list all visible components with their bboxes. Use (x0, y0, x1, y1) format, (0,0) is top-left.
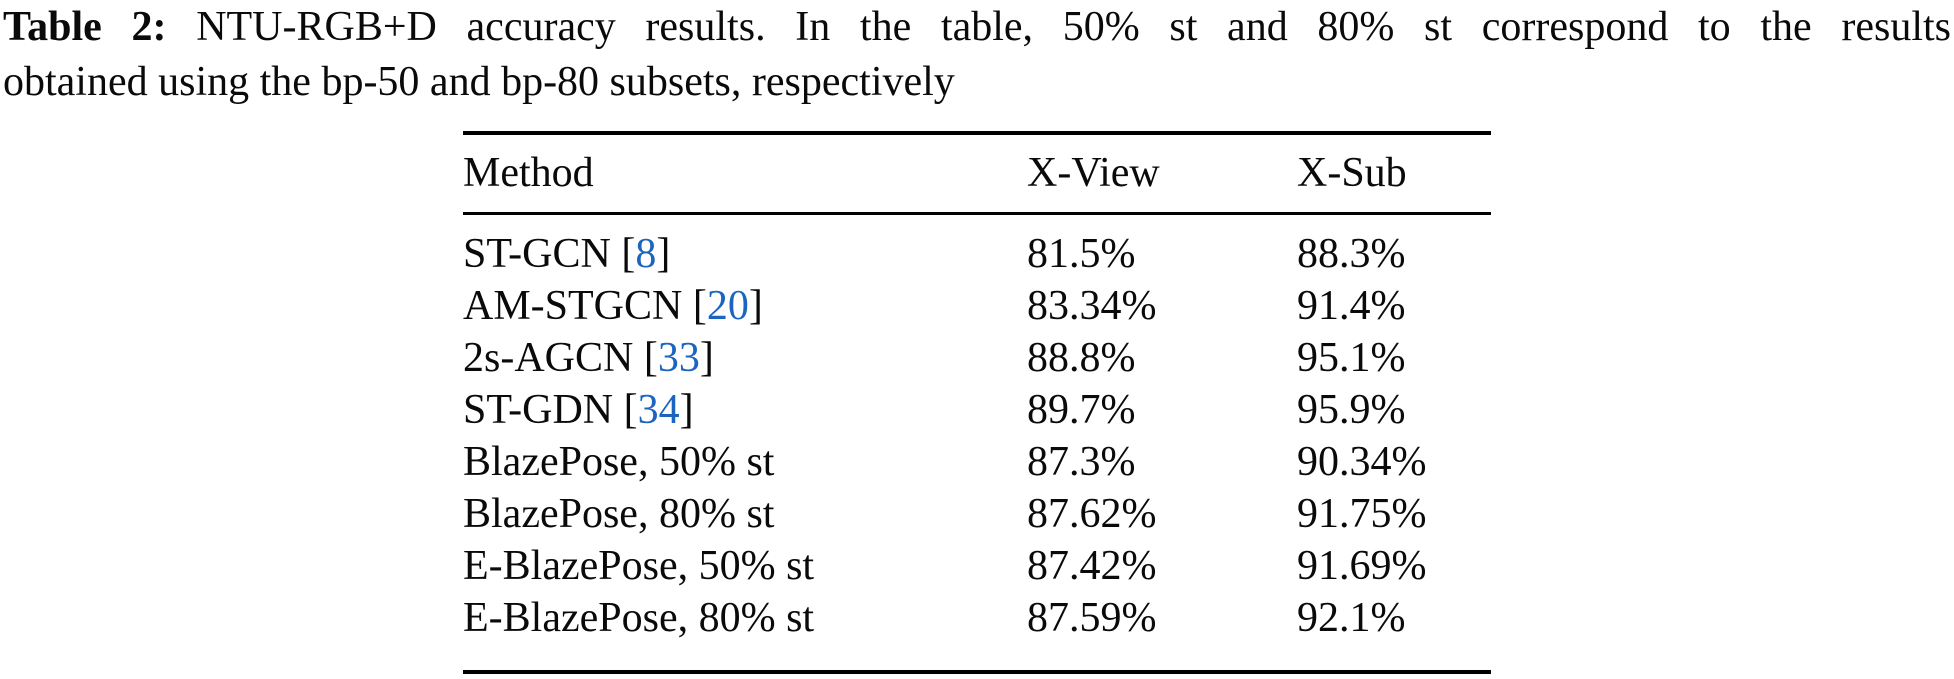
column-header-xsub: X-Sub (1297, 150, 1407, 196)
cell-xview: 88.8% (1027, 335, 1136, 381)
table-row: BlazePose, 80% st 87.62% 91.75% (463, 488, 1491, 540)
table-row: AM-STGCN [20] 83.34% 91.4% (463, 280, 1491, 332)
method-name: AM-STGCN (463, 283, 683, 329)
method-name: ST-GCN (463, 231, 611, 277)
cell-xsub: 95.9% (1297, 387, 1406, 433)
table-row: BlazePose, 50% st 87.3% 90.34% (463, 436, 1491, 488)
cell-xview: 87.3% (1027, 439, 1136, 485)
cell-xview: 87.59% (1027, 595, 1157, 641)
cell-xsub: 91.69% (1297, 543, 1427, 589)
caption-line-1: Table 2: NTU-RGB+D accuracy results. In … (3, 2, 1951, 52)
column-header-method: Method (463, 150, 594, 196)
table-bottom-rule (463, 670, 1491, 674)
caption-label: Table 2: (3, 4, 167, 50)
method-name: ST-GDN (463, 387, 614, 433)
cell-xsub: 91.75% (1297, 491, 1427, 537)
table-top-rule (463, 131, 1491, 135)
citation-link[interactable]: 8 (635, 231, 657, 277)
citation-link[interactable]: 33 (657, 335, 700, 381)
results-table: Method X-View X-Sub ST-GCN [8] 81.5% 88.… (463, 131, 1491, 674)
citation-link[interactable]: 34 (637, 387, 680, 433)
table-row: E-BlazePose, 80% st 87.59% 92.1% (463, 592, 1491, 644)
table-row: ST-GCN [8] 81.5% 88.3% (463, 228, 1491, 280)
caption-text-1: NTU-RGB+D accuracy results. In the table… (196, 4, 1951, 50)
table-row: ST-GDN [34] 89.7% 95.9% (463, 384, 1491, 436)
table-caption: Table 2: NTU-RGB+D accuracy results. In … (3, 2, 1951, 107)
cell-xview: 83.34% (1027, 283, 1157, 329)
cell-xsub: 88.3% (1297, 231, 1406, 277)
cell-xsub: 92.1% (1297, 595, 1406, 641)
cell-xsub: 90.34% (1297, 439, 1427, 485)
cell-method: BlazePose, 50% st (463, 436, 1027, 488)
table-row: 2s-AGCN [33] 88.8% 95.1% (463, 332, 1491, 384)
caption-line-2: obtained using the bp-50 and bp-80 subse… (3, 59, 955, 105)
cell-xsub: 95.1% (1297, 335, 1406, 381)
cell-xview: 89.7% (1027, 387, 1136, 433)
citation-wrap: [33] (633, 335, 714, 381)
method-name: BlazePose, 50% st (463, 439, 775, 485)
citation-wrap: [34] (613, 387, 694, 433)
column-header-xview: X-View (1027, 150, 1160, 196)
citation-wrap: [20] (682, 283, 763, 329)
citation-wrap: [8] (610, 231, 671, 277)
cell-xview: 87.62% (1027, 491, 1157, 537)
cell-method: E-BlazePose, 80% st (463, 592, 1027, 644)
cell-method: BlazePose, 80% st (463, 488, 1027, 540)
cell-xview: 81.5% (1027, 231, 1136, 277)
method-name: E-BlazePose, 80% st (463, 595, 815, 641)
table-header-rule (463, 212, 1491, 215)
method-name: E-BlazePose, 50% st (463, 543, 815, 589)
cell-xsub: 91.4% (1297, 283, 1406, 329)
method-name: BlazePose, 80% st (463, 491, 775, 537)
cell-method: ST-GDN [34] (463, 384, 1027, 436)
table-body: ST-GCN [8] 81.5% 88.3% AM-STGCN [20] 83.… (463, 215, 1491, 670)
method-name: 2s-AGCN (463, 335, 634, 381)
cell-method: ST-GCN [8] (463, 228, 1027, 280)
citation-link[interactable]: 20 (706, 283, 749, 329)
cell-xview: 87.42% (1027, 543, 1157, 589)
cell-method: AM-STGCN [20] (463, 280, 1027, 332)
table-row: E-BlazePose, 50% st 87.42% 91.69% (463, 540, 1491, 592)
cell-method: E-BlazePose, 50% st (463, 540, 1027, 592)
table-header-row: Method X-View X-Sub (463, 135, 1491, 212)
cell-method: 2s-AGCN [33] (463, 332, 1027, 384)
